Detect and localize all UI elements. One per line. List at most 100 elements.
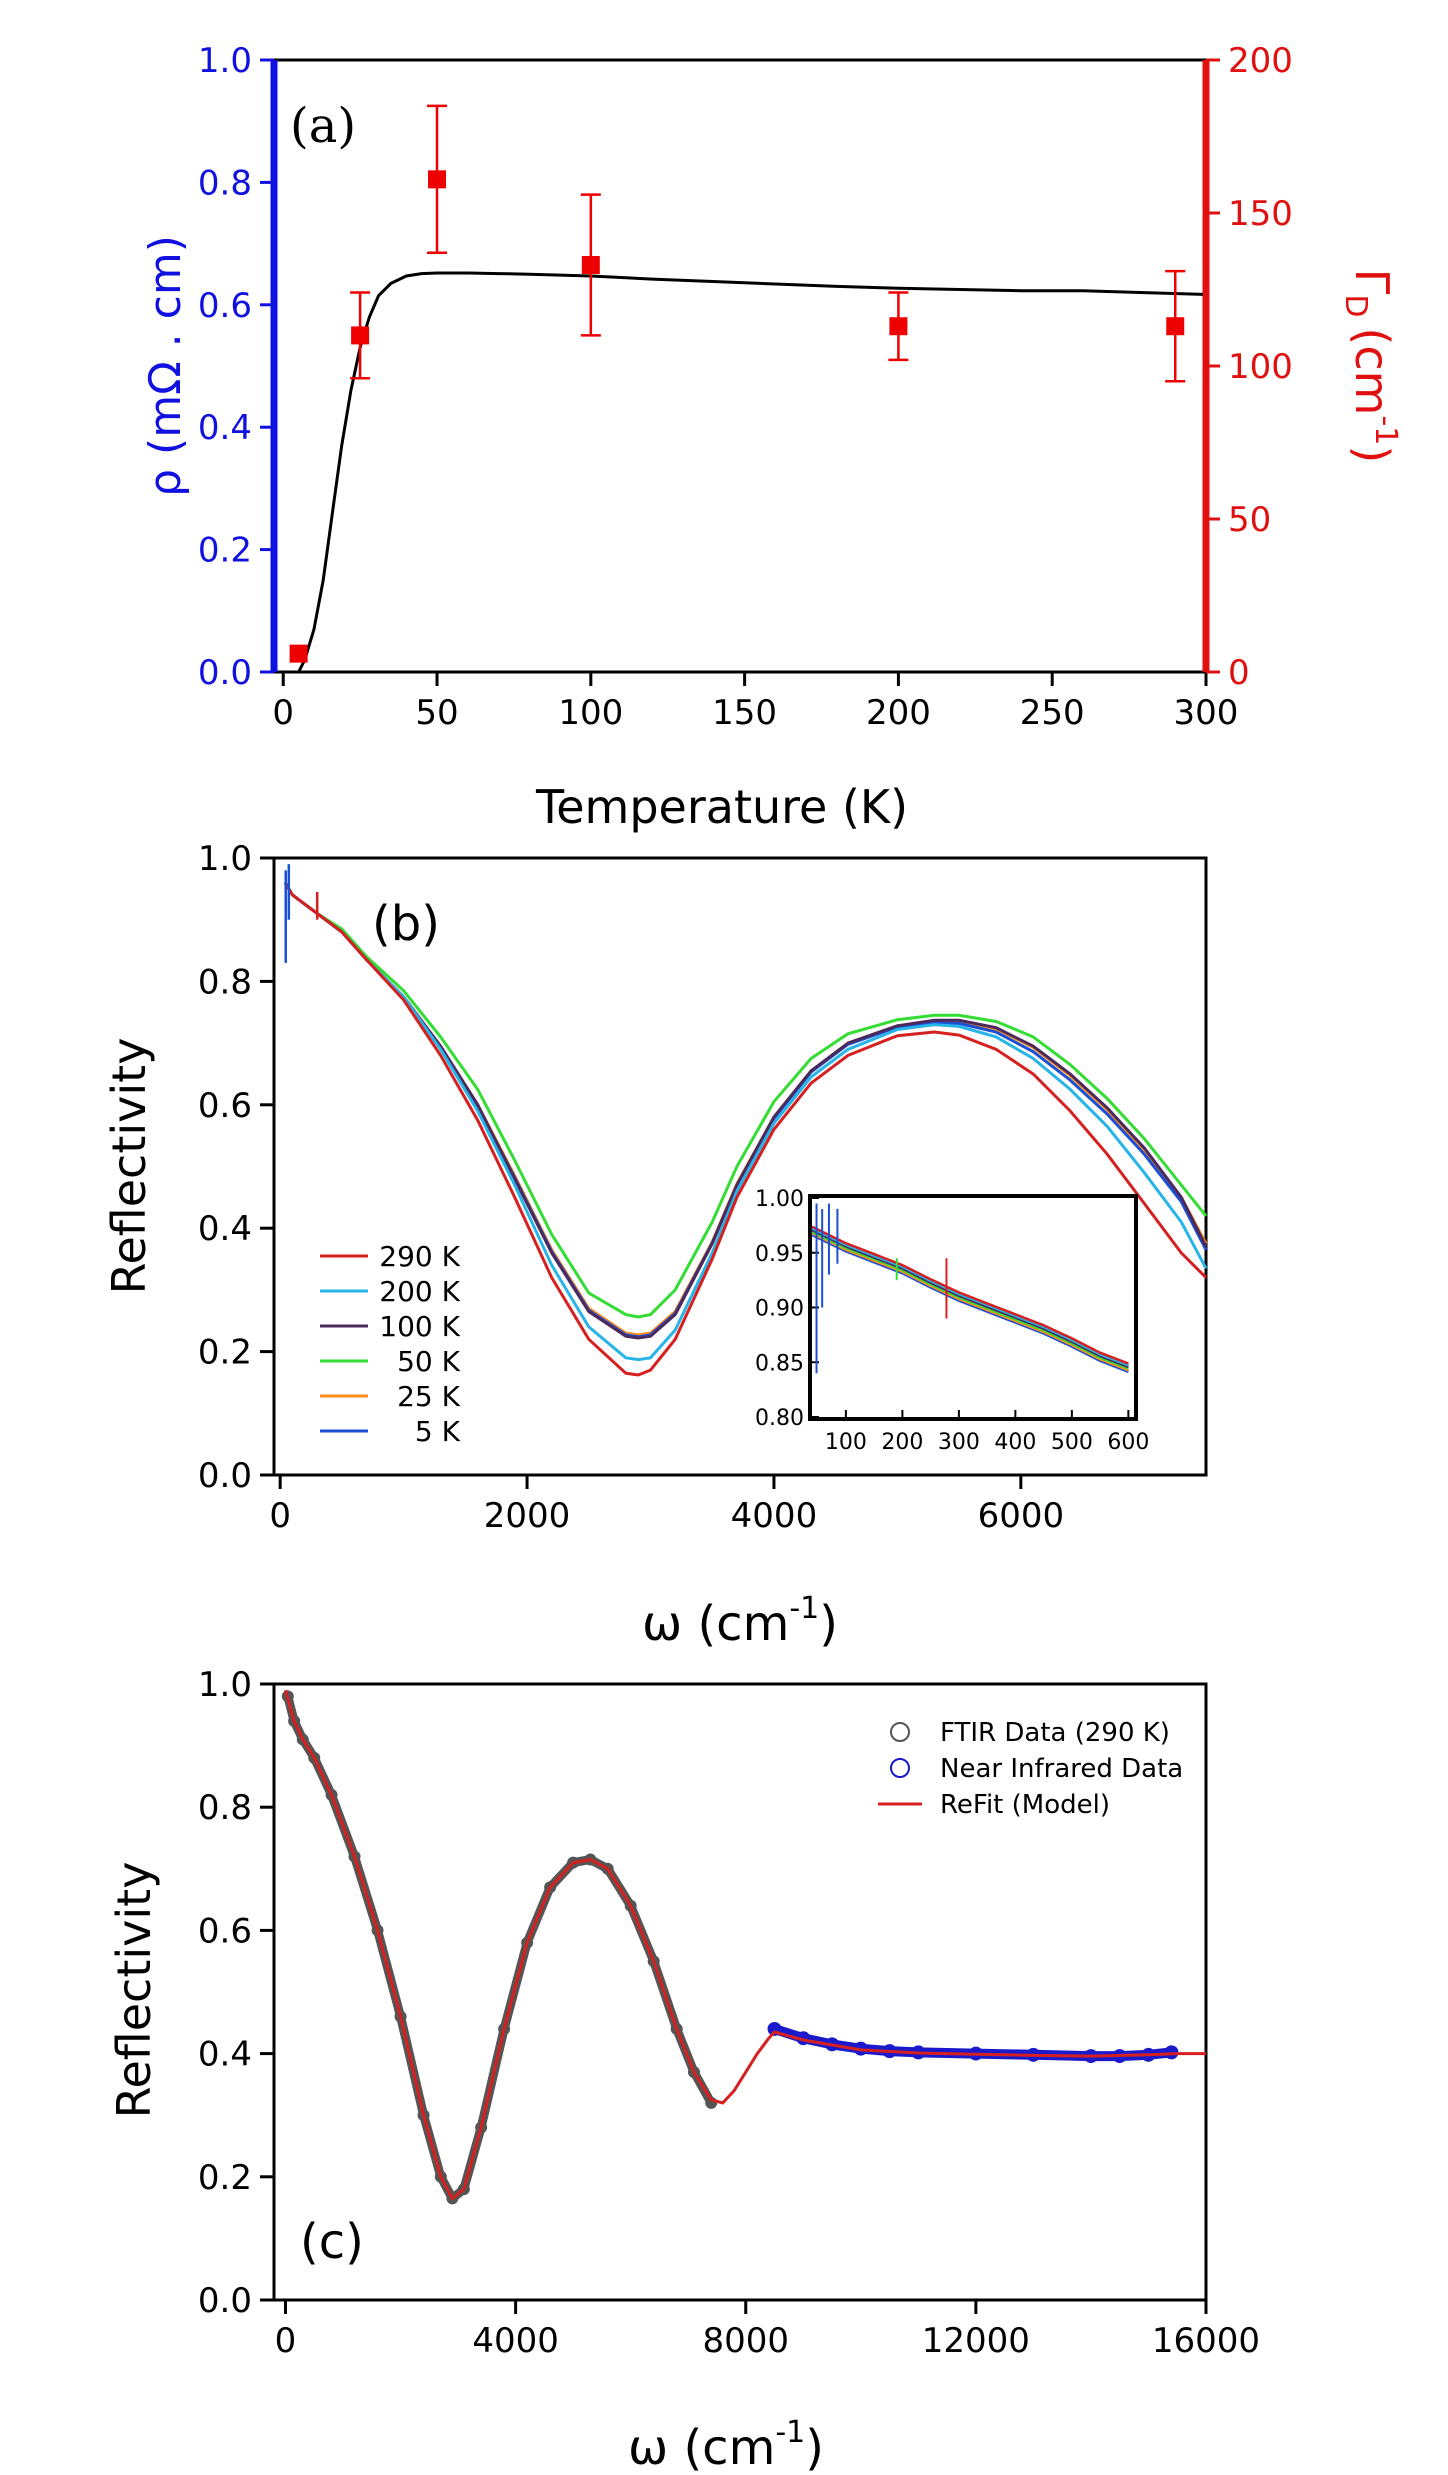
panel-a-xlabel: Temperature (K) xyxy=(535,780,908,834)
panel-b-ticks: 0 2000 4000 6000 0.0 0.2 0.4 0.6 0.8 1.0 xyxy=(198,839,1064,1536)
y-tick-label-left: 1.0 xyxy=(198,41,252,81)
legend-label: Near Infrared Data xyxy=(940,1754,1183,1784)
refit-model-curve xyxy=(284,1689,1206,2201)
y-tick-label: 0.0 xyxy=(198,1456,252,1496)
legend-marker xyxy=(890,1758,910,1778)
resistivity-curve xyxy=(297,271,1203,673)
y-tick-label: 0.4 xyxy=(198,2035,252,2075)
y-tick-label: 1.0 xyxy=(198,1665,252,1705)
ftir-point xyxy=(544,1881,557,1894)
inset-x-tick-label: 400 xyxy=(994,1430,1036,1455)
gamma-point xyxy=(351,326,370,345)
y-tick-label-right: 50 xyxy=(1228,500,1271,540)
gamma-point xyxy=(1166,317,1185,336)
panel-a-data xyxy=(289,104,1203,673)
y-tick-label-right: 150 xyxy=(1228,194,1293,234)
ftir-point xyxy=(647,1955,660,1968)
x-tick-label: 6000 xyxy=(978,1496,1065,1536)
right-ylabel-sup: -1 xyxy=(1368,415,1403,445)
x-tick-label: 0 xyxy=(269,1496,291,1536)
x-tick-label: 250 xyxy=(1020,693,1085,733)
ftir-point xyxy=(601,1862,614,1875)
panel-b-xlabel: ω (cm-1) xyxy=(642,1591,838,1652)
panel-a-label: (a) xyxy=(290,98,356,154)
gamma-point xyxy=(289,644,308,663)
x-tick-label: 100 xyxy=(558,693,623,733)
panel-a-plot-frame xyxy=(272,58,1208,674)
panel-b-xlabel-close: ) xyxy=(819,1596,838,1652)
x-tick-label: 4000 xyxy=(731,1496,818,1536)
panel-b-label: (b) xyxy=(372,896,440,952)
y-tick-label-right: 100 xyxy=(1228,347,1293,387)
legend-label: 50 K xyxy=(397,1345,461,1378)
panel-a-ticks: 0 50 100 150 200 250 300 0.0 0.2 0.4 0.6 0.8 1.0 0 50 1… xyxy=(198,41,1293,733)
inset-y-tick-label: 0.90 xyxy=(755,1297,804,1322)
y-tick-label: 0.4 xyxy=(198,1209,252,1249)
x-tick-label: 16000 xyxy=(1152,2321,1260,2361)
y-tick-label-left: 0.2 xyxy=(198,531,252,571)
panel-a-right-ylabel: ΓD (cm-1) xyxy=(1338,269,1403,464)
ftir-point xyxy=(446,2192,459,2205)
panel-c-xlabel: ω (cm-1) xyxy=(628,2415,824,2475)
ftir-point xyxy=(308,1751,321,1764)
inset-curve xyxy=(811,1228,1129,1369)
legend-label: 200 K xyxy=(379,1275,460,1308)
panel-b-plot-frame xyxy=(272,856,1208,1477)
panel-c-ylabel: Reflectivity xyxy=(107,1862,161,2119)
reflectivity-curve-50k xyxy=(283,881,1208,1319)
panel-b-ylabel: Reflectivity xyxy=(102,1038,156,1295)
inset-x-tick-label: 600 xyxy=(1107,1430,1149,1455)
gamma-point xyxy=(581,256,600,275)
inset-curve xyxy=(811,1225,1129,1365)
x-tick-label: 50 xyxy=(415,693,458,733)
legend-marker xyxy=(890,1722,910,1742)
y-tick-label-left: 0.0 xyxy=(198,653,252,693)
ftir-point xyxy=(325,1788,338,1801)
x-tick-label: 200 xyxy=(866,693,931,733)
panel-c-xlabel-close: ) xyxy=(805,2420,824,2475)
inset-y-tick-label: 0.95 xyxy=(755,1242,804,1267)
gamma-point xyxy=(889,317,908,336)
gamma-point xyxy=(428,170,447,189)
y-tick-label-left: 0.4 xyxy=(198,408,252,448)
x-tick-label: 0 xyxy=(272,693,294,733)
panel-a: 0 50 100 150 200 250 300 0.0 0.2 0.4 0.6 0.8 1.0 0 50 1… xyxy=(140,41,1403,834)
panel-c-label: (c) xyxy=(300,2214,364,2270)
inset-curve xyxy=(811,1233,1129,1373)
x-tick-label: 300 xyxy=(1174,693,1239,733)
inset-y-tick-label: 1.00 xyxy=(755,1187,804,1212)
x-tick-label: 4000 xyxy=(472,2321,559,2361)
x-tick-label: 2000 xyxy=(484,1496,571,1536)
panel-b-data xyxy=(283,864,1208,1377)
y-tick-label-right: 0 xyxy=(1228,653,1250,693)
y-tick-label: 0.8 xyxy=(198,1788,252,1828)
panel-c-plot-frame xyxy=(272,1682,1208,2302)
inset-x-tick-label: 100 xyxy=(825,1430,867,1455)
inset-y-tick-label: 0.80 xyxy=(755,1406,804,1431)
inset-curve xyxy=(811,1227,1129,1367)
right-ylabel-sub: D xyxy=(1338,294,1373,317)
y-tick-label: 0.6 xyxy=(198,1911,252,1951)
panel-b: 0 2000 4000 6000 0.0 0.2 0.4 0.6 0.8 1.0 (b) 290 … xyxy=(102,839,1208,1652)
legend-label: 25 K xyxy=(397,1380,461,1413)
legend-label: FTIR Data (290 K) xyxy=(940,1718,1170,1748)
x-tick-label: 12000 xyxy=(922,2321,1030,2361)
inset-x-tick-label: 500 xyxy=(1051,1430,1093,1455)
reflectivity-curve-290k xyxy=(283,881,1208,1377)
y-tick-label: 1.0 xyxy=(198,839,252,879)
legend-label: 5 K xyxy=(415,1415,461,1448)
x-tick-label: 0 xyxy=(275,2321,297,2361)
x-tick-label: 150 xyxy=(712,693,777,733)
right-ylabel-unit: (cm xyxy=(1345,327,1399,415)
panel-b-inset: 100 200 300 400 500 600 0.80 0.85 0.90 0.95 1.00 xyxy=(755,1187,1149,1455)
right-ylabel-gamma: Γ xyxy=(1345,269,1399,295)
inset-x-tick-label: 300 xyxy=(938,1430,980,1455)
y-tick-label-left: 0.8 xyxy=(198,163,252,203)
panel-c-xlabel-main: ω (cm xyxy=(628,2420,775,2475)
y-tick-label: 0.2 xyxy=(198,2158,252,2198)
ftir-point xyxy=(670,2022,683,2035)
y-tick-label: 0.8 xyxy=(198,962,252,1002)
x-tick-label: 8000 xyxy=(702,2321,789,2361)
